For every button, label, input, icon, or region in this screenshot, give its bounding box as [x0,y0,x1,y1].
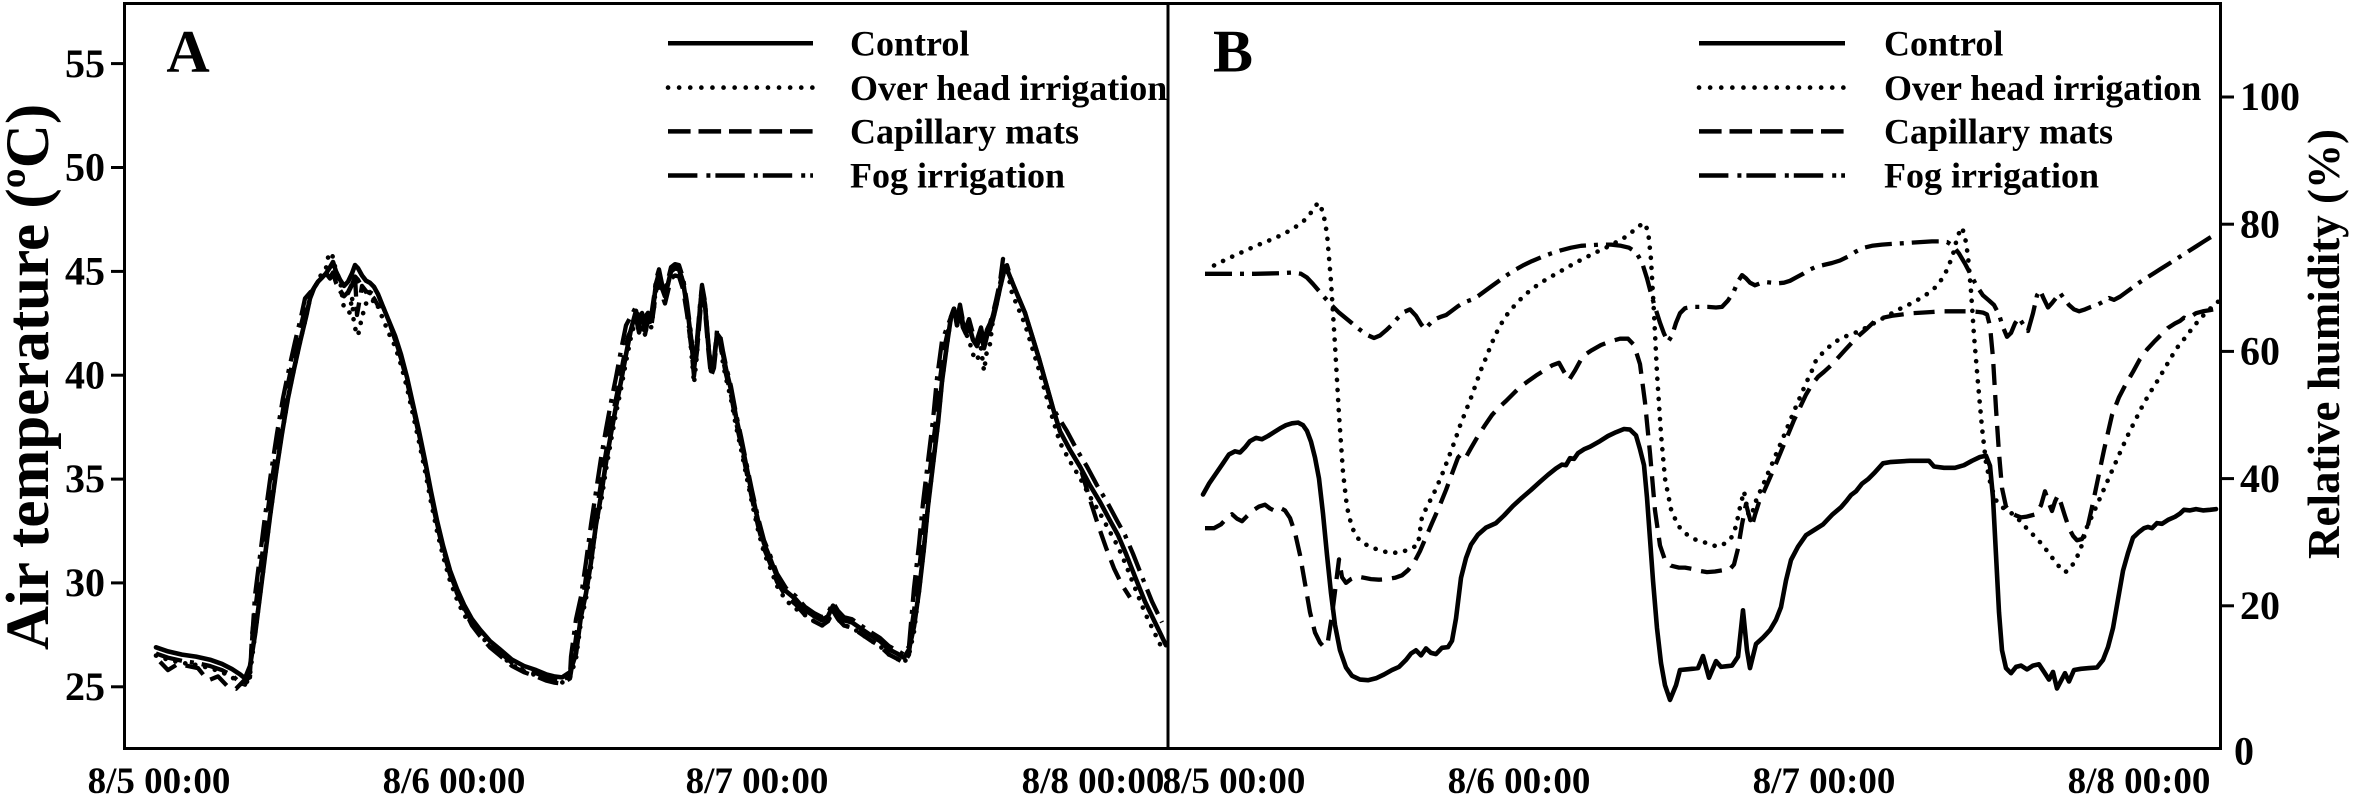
svg-text:8/7 00:00: 8/7 00:00 [686,761,829,796]
svg-text:8/7 00:00: 8/7 00:00 [1753,761,1896,796]
svg-text:Control: Control [850,23,969,63]
svg-text:Capillary mats: Capillary mats [1884,112,2113,152]
svg-text:25: 25 [65,664,105,709]
svg-text:45: 45 [65,249,105,294]
svg-text:8/6 00:00: 8/6 00:00 [383,761,526,796]
svg-text:35: 35 [65,456,105,501]
svg-text:Over head irrigation: Over head irrigation [850,68,1167,108]
svg-text:60: 60 [2240,329,2280,374]
svg-text:8/5 00:00: 8/5 00:00 [1163,761,1306,796]
svg-text:Fog irrigation: Fog irrigation [850,156,1065,196]
svg-text:Capillary mats: Capillary mats [850,112,1079,152]
svg-text:A: A [166,19,209,85]
svg-text:B: B [1213,19,1253,85]
svg-text:8/8 00:00: 8/8 00:00 [1022,761,1165,796]
svg-text:8/6 00:00: 8/6 00:00 [1448,761,1591,796]
svg-text:40: 40 [65,352,105,397]
svg-text:Fog irrigation: Fog irrigation [1884,156,2099,196]
svg-text:100: 100 [2240,74,2300,119]
svg-text:8/5 00:00: 8/5 00:00 [88,761,231,796]
svg-text:80: 80 [2240,201,2280,246]
svg-text:Relative humidity (%): Relative humidity (%) [2299,129,2349,559]
svg-text:Control: Control [1884,23,2003,63]
svg-text:0: 0 [2234,729,2254,774]
svg-text:Air temperature (ºC): Air temperature (ºC) [0,104,62,650]
svg-text:40: 40 [2240,456,2280,501]
svg-text:55: 55 [65,41,105,86]
svg-text:20: 20 [2240,583,2280,628]
svg-text:30: 30 [65,560,105,605]
svg-text:8/8 00:00: 8/8 00:00 [2068,761,2211,796]
svg-text:50: 50 [65,145,105,190]
svg-text:Over head irrigation: Over head irrigation [1884,68,2201,108]
